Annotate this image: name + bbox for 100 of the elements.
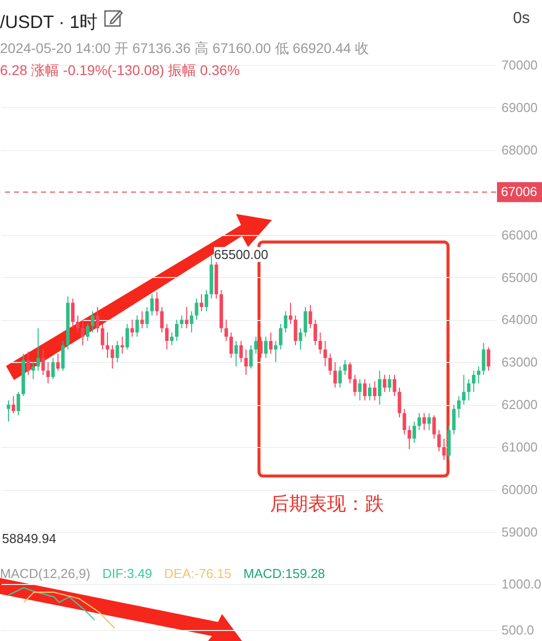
candlestick [402, 408, 406, 435]
candlestick [100, 323, 104, 350]
candlestick [110, 344, 114, 370]
chart-subtitle: 2024-05-20 14:00 开 67136.36 高 67160.00 低 66920.44 收 [0, 40, 369, 58]
candlestick [130, 319, 134, 338]
candlestick [437, 430, 441, 452]
candlestick [298, 328, 302, 350]
candlestick [180, 314, 184, 329]
annotation: 58849.94 [2, 531, 56, 546]
candlestick [422, 412, 426, 431]
y-tick-label: 62000 [502, 397, 538, 412]
candlestick [41, 348, 45, 376]
candlestick [392, 374, 396, 397]
candlestick [427, 412, 431, 431]
candlestick [135, 314, 139, 338]
ref-line-label: 67006 [501, 184, 538, 200]
text: 0s [513, 10, 530, 28]
annotation: 65500.00 [214, 247, 268, 262]
candlestick [86, 323, 90, 342]
y-tick-label: 70000 [502, 58, 538, 72]
line-series [8, 587, 96, 620]
candlestick [12, 396, 16, 414]
candlestick [363, 378, 367, 401]
candlestick [116, 340, 120, 363]
candlestick [417, 412, 421, 431]
candlestick [106, 332, 110, 358]
candlestick [190, 310, 194, 333]
candlestick [56, 353, 60, 372]
candlestick [71, 298, 75, 329]
candlestick [6, 400, 10, 422]
candlestick [358, 378, 362, 401]
candlestick [482, 342, 486, 376]
candlestick [194, 298, 198, 320]
y-tick-label: 65000 [502, 270, 538, 285]
y-tick-label: 59000 [502, 524, 538, 540]
y-tick-label: 69000 [502, 100, 538, 115]
candlestick [442, 438, 446, 460]
candlestick [80, 319, 84, 346]
candlestick [90, 310, 94, 333]
candlestick [368, 382, 372, 401]
candlestick [348, 362, 352, 384]
candlestick [229, 332, 233, 358]
candlestick [126, 323, 129, 350]
y-tick-label: 61000 [502, 440, 538, 455]
candlestick [46, 362, 50, 384]
candlestick [308, 304, 312, 329]
candlestick [61, 340, 65, 372]
candlestick [140, 310, 144, 329]
candlestick [457, 396, 461, 418]
candlestick [31, 362, 35, 380]
candlestick [200, 294, 204, 312]
candlestick [388, 374, 392, 392]
candlestick [284, 310, 288, 333]
candlestick [244, 348, 248, 376]
candlestick [398, 387, 402, 418]
candlestick [408, 425, 412, 450]
candlestick [259, 336, 263, 358]
candlestick [155, 292, 159, 316]
candlestick [120, 336, 124, 354]
candlestick [165, 323, 169, 350]
candlestick [204, 290, 208, 312]
candlestick [150, 294, 154, 316]
candlestick [314, 319, 318, 346]
candlestick [51, 357, 55, 380]
candlestick [432, 414, 436, 440]
candlestick [304, 306, 308, 338]
candlestick [462, 374, 466, 406]
candlestick [26, 351, 30, 376]
text: DEA:-76.15 [164, 566, 232, 581]
candlestick [170, 332, 174, 346]
candlestick [378, 370, 382, 406]
candlestick [76, 314, 80, 333]
candlestick [294, 314, 298, 346]
candlestick [412, 421, 416, 444]
text: MACD:159.28 [243, 566, 326, 581]
annotation: 后期表现：跌 [270, 493, 384, 517]
candlestick [476, 366, 480, 384]
candlestick [343, 360, 347, 376]
candlestick [264, 336, 268, 358]
candlestick [174, 319, 178, 342]
candlestick [160, 306, 164, 333]
candlestick [274, 340, 278, 363]
candlestick [323, 340, 327, 367]
y-tick-label: 66000 [502, 227, 538, 242]
y-tick-label: 60000 [502, 482, 538, 498]
candlestick [472, 370, 476, 392]
candlestick [328, 353, 332, 376]
candlestick [96, 306, 100, 333]
candlestick [486, 346, 490, 372]
y-tick-label: 63000 [502, 354, 538, 370]
candlestick [278, 323, 282, 350]
candlestick [338, 366, 342, 388]
candlestick [382, 374, 386, 392]
candlestick [466, 378, 470, 401]
candlestick [372, 380, 376, 401]
candlestick [234, 340, 238, 367]
y-tick-label: 1000.0 [502, 576, 542, 592]
text: DIF:3.49 [102, 566, 152, 581]
y-tick-label: 64000 [502, 312, 538, 328]
annotation: 6.28 涨幅 -0.19%(-130.08) 振幅 0.36% [0, 62, 240, 80]
